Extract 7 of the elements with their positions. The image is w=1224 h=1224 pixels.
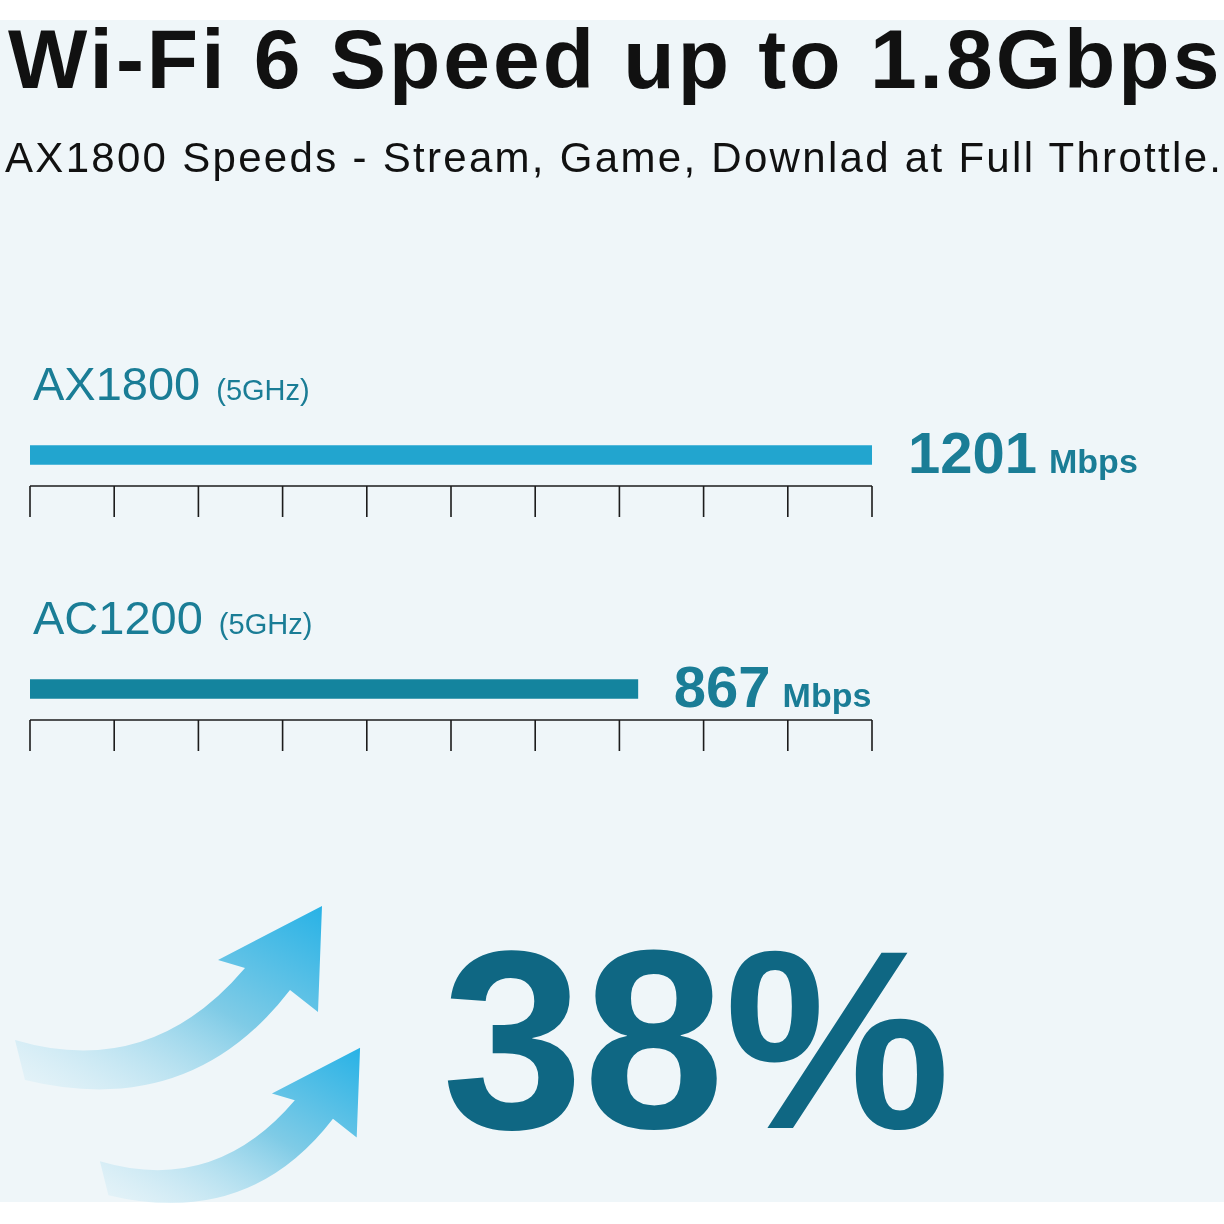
chart-subtitle: AX1800 Speeds - Stream, Game, Downlad at Full Throttle.	[5, 134, 1224, 181]
chart-title: Wi-Fi 6 Speed up to 1.8Gbps	[8, 12, 1223, 106]
y-tick-label: AX1800 (5GHz)	[33, 357, 310, 410]
text: 38%	[442, 898, 951, 1182]
data-label: 1201 Mbps	[908, 420, 1138, 485]
y-tick-label: AC1200 (5GHz)	[33, 591, 313, 644]
data-label: 867 Mbps	[673, 654, 872, 719]
